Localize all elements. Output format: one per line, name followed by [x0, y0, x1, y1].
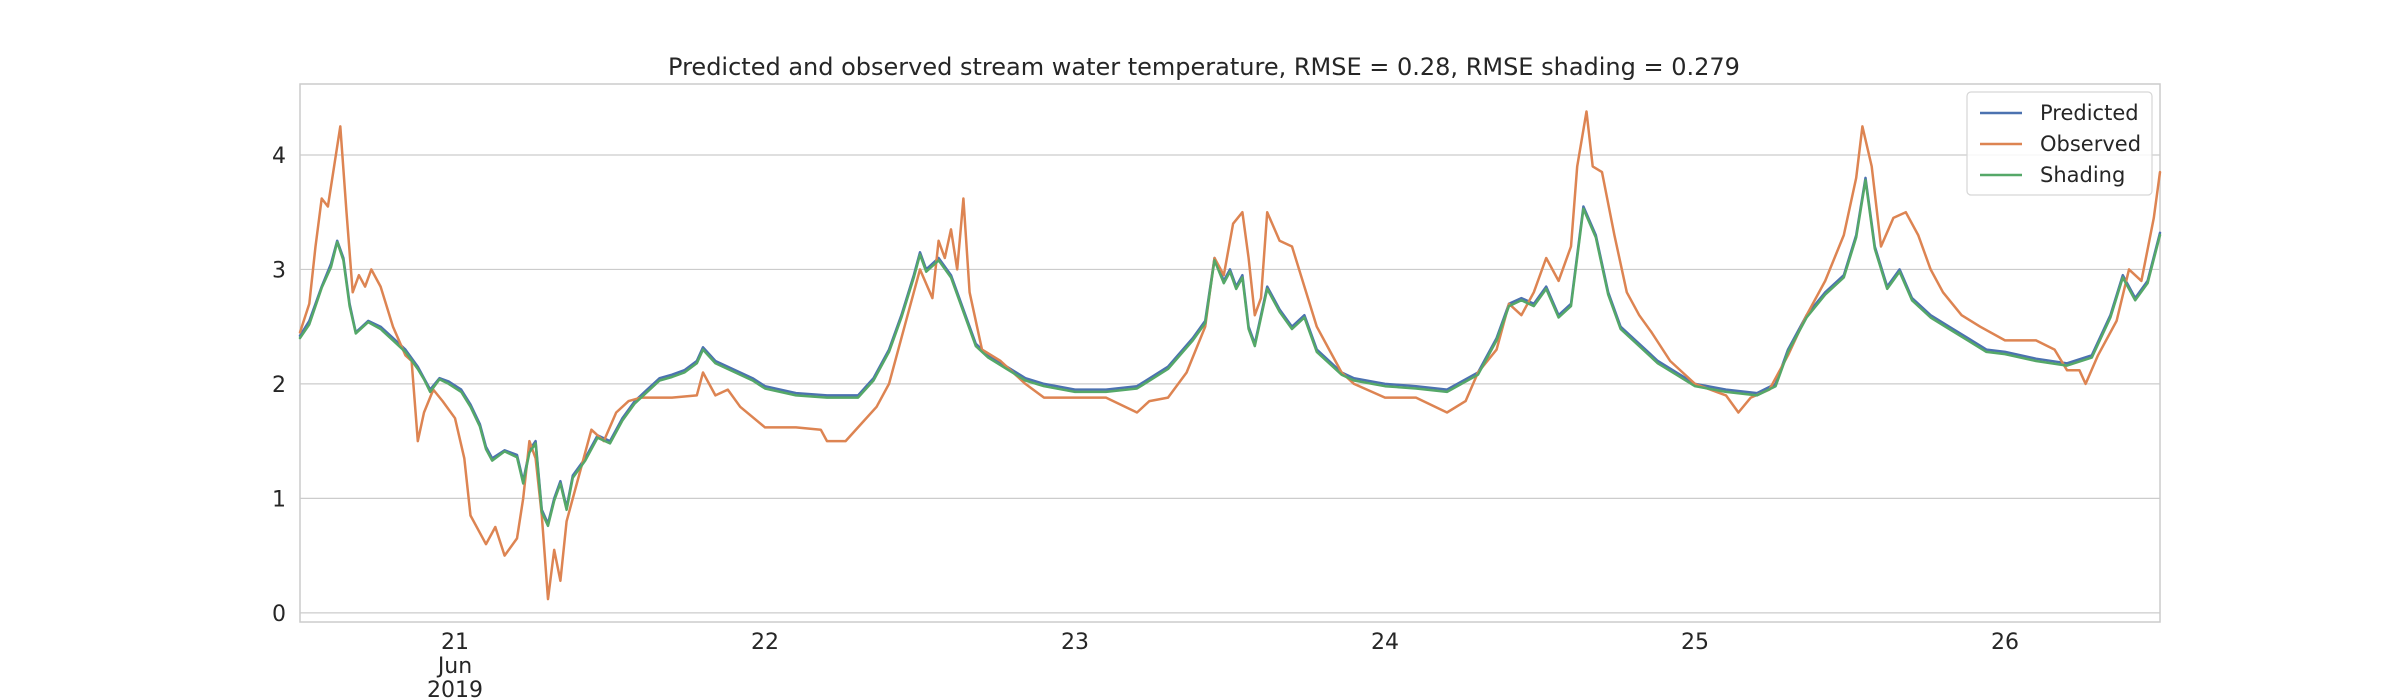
legend-entry-predicted: Predicted: [2040, 101, 2139, 125]
x-tick-label: 22: [751, 630, 779, 655]
y-tick-label: 3: [272, 258, 286, 283]
legend-entry-observed: Observed: [2040, 132, 2141, 156]
legend-entry-shading: Shading: [2040, 163, 2125, 187]
x-tick-label: 26: [1991, 630, 2019, 655]
x-tick-label: 21: [441, 630, 469, 655]
y-tick-label: 0: [272, 602, 286, 627]
legend-frame: [1966, 91, 2153, 196]
x-tick-label: 25: [1681, 630, 1709, 655]
series-line-shading: [298, 178, 2162, 528]
y-tick-label: 2: [272, 373, 286, 398]
y-tick-labels: 0 1 2 3 4: [272, 144, 286, 627]
chart-title: Predicted and observed stream water temp…: [668, 53, 1740, 81]
y-tick-label: 4: [272, 144, 286, 169]
x-tick-label: 23: [1061, 630, 1089, 655]
x-tick-year-label: 2019: [427, 678, 483, 700]
series-line-observed: [298, 110, 2162, 601]
series-lines: [298, 110, 2162, 601]
x-tick-label: 24: [1371, 630, 1399, 655]
x-tick-month-label: Jun: [436, 654, 472, 679]
plot-area: [299, 83, 2161, 623]
legend: Predicted Observed Shading: [1966, 91, 2153, 196]
y-tick-label: 1: [272, 487, 286, 512]
